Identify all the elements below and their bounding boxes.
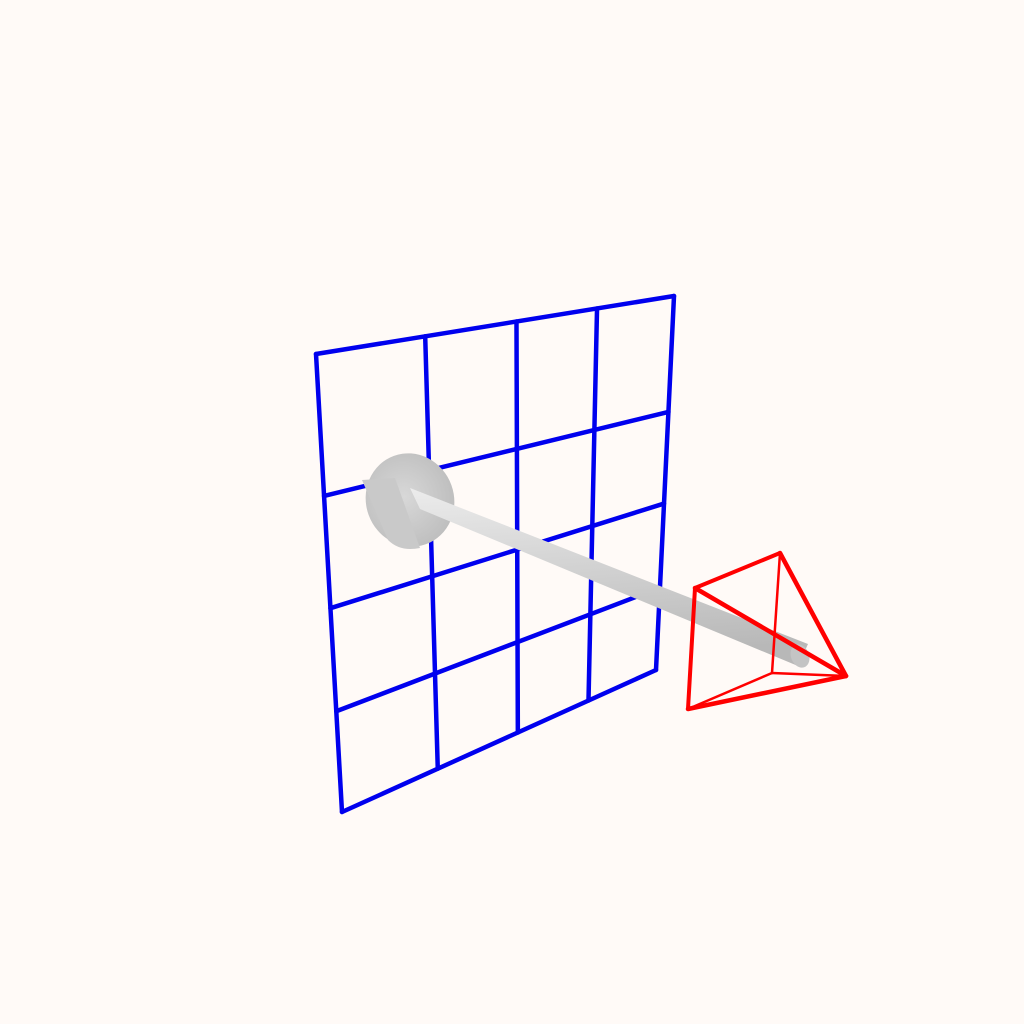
- grid-row-line-2: [328, 501, 667, 611]
- grid-col-line-4: [653, 293, 677, 673]
- grid-col-line-2: [514, 319, 521, 735]
- grid-row-line-3: [334, 585, 663, 714]
- grid-row-line-4: [339, 667, 659, 815]
- frustum-apex-edge-a: [692, 585, 849, 679]
- frustum-apex-edge-d: [685, 673, 849, 712]
- frustum-apex-edge-b: [777, 550, 849, 679]
- grid-col-line-3: [586, 306, 600, 703]
- frustum-front-edge-bottom: [686, 671, 774, 711]
- grid-col-line-0: [313, 351, 345, 815]
- camera-frustum: [685, 550, 849, 712]
- rod-shaft: [410, 488, 808, 666]
- optical-axis-rod: [362, 453, 810, 668]
- frustum-front-edge-left: [686, 586, 697, 711]
- grid-col-line-1: [422, 334, 441, 771]
- frustum-apex-edge-c: [770, 671, 848, 678]
- frustum-front-edge-top: [693, 551, 782, 590]
- rod-base-side: [362, 478, 420, 549]
- frustum-front-edge-right: [770, 551, 782, 675]
- image-plane-grid: [313, 293, 677, 815]
- grid-row-line-0: [313, 293, 677, 357]
